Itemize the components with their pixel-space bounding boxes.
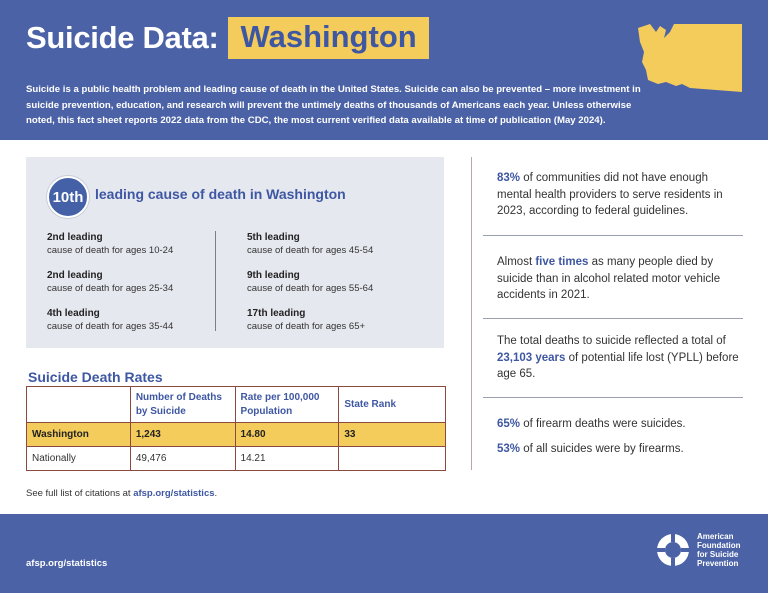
stat-highlight: 53% — [497, 443, 521, 455]
lead-item-title: 5th leading — [247, 232, 300, 243]
stat-five-times: Almost five times as many people died by… — [497, 254, 745, 304]
rates-table: Number of Deaths by Suicide Rate per 100… — [26, 386, 446, 471]
rank-badge: 10th — [47, 176, 89, 218]
lead-item-sub: cause of death for ages 10-24 — [47, 245, 174, 256]
footer-banner: afsp.org/statistics American Foundation … — [0, 514, 768, 593]
stat-firearm-deaths: 65% of firearm deaths were suicides. — [497, 416, 745, 433]
lead-item-sub: cause of death for ages 55-64 — [247, 283, 374, 294]
citation-note: See full list of citations at afsp.org/s… — [26, 488, 217, 499]
table-cell: Washington — [26, 422, 131, 447]
stat-text: of firearm deaths were suicides. — [520, 418, 686, 430]
stat-divider — [483, 397, 743, 398]
table-cell: 33 — [338, 422, 446, 447]
leading-cause-box: 10th leading cause of death in Washingto… — [26, 157, 444, 348]
intro-paragraph: Suicide is a public health problem and l… — [26, 84, 641, 126]
stat-highlight: 65% — [497, 418, 521, 430]
logo-line: Foundation — [697, 541, 741, 550]
table-cell — [338, 446, 446, 471]
title-state: Washington — [228, 17, 429, 59]
logo-line: Prevention — [697, 559, 739, 568]
stat-highlight: 23,103 years — [497, 351, 566, 364]
stat-text: of potential life lost (YPLL) before age… — [497, 351, 739, 381]
column-header — [26, 386, 131, 423]
table-cell: 49,476 — [129, 446, 236, 471]
citation-prefix: See full list of citations at — [26, 488, 134, 499]
lead-item-ages-45-54: 5th leading cause of death for ages 45-5… — [247, 231, 422, 257]
table-cell: 1,243 — [129, 422, 236, 447]
stat-ypll: The total deaths to suicide reflected a … — [497, 333, 745, 383]
column-divider — [215, 231, 216, 331]
lead-item-title: 2nd leading — [47, 232, 103, 243]
vertical-divider — [471, 157, 472, 470]
rates-section-title: Suicide Death Rates — [28, 369, 163, 385]
stat-text: as many people died by suicide than in a… — [497, 256, 721, 301]
logo-line: for Suicide — [697, 550, 739, 559]
lead-item-title: 17th leading — [247, 308, 306, 319]
lead-item-sub: cause of death for ages 35-44 — [47, 321, 174, 332]
column-header: Rate per 100,000 Population — [234, 386, 340, 423]
rank-heading: leading cause of death in Washington — [95, 186, 346, 202]
lead-item-sub: cause of death for ages 45-54 — [247, 245, 374, 256]
stat-divider — [483, 318, 743, 319]
lead-item-ages-35-44: 4th leading cause of death for ages 35-4… — [47, 307, 222, 333]
afsp-lifesaver-logo-icon — [657, 534, 689, 566]
lead-item-sub: cause of death for ages 25-34 — [47, 283, 174, 294]
lead-item-ages-65-plus: 17th leading cause of death for ages 65+ — [247, 307, 422, 333]
lead-item-title: 4th leading — [47, 308, 100, 319]
column-header: State Rank — [338, 386, 446, 423]
stat-text: Almost — [497, 256, 536, 268]
logo-text: American Foundation for Suicide Preventi… — [697, 532, 757, 568]
citation-link[interactable]: afsp.org/statistics — [133, 488, 215, 499]
citation-suffix: . — [214, 488, 218, 499]
stat-text: of communities did not have enough menta… — [497, 172, 723, 217]
lead-item-ages-55-64: 9th leading cause of death for ages 55-6… — [247, 269, 422, 295]
stat-providers: 83% of communities did not have enough m… — [497, 170, 745, 220]
stat-text: The total deaths to suicide reflected a … — [497, 335, 726, 347]
lead-item-ages-10-24: 2nd leading cause of death for ages 10-2… — [47, 231, 222, 257]
lead-item-sub: cause of death for ages 65+ — [247, 321, 366, 332]
washington-state-map-icon — [638, 24, 742, 92]
title-prefix: Suicide Data: — [26, 20, 219, 55]
stat-highlight: 83% — [497, 172, 521, 184]
stat-highlight: five times — [535, 256, 589, 268]
table-header-row: Number of Deaths by Suicide Rate per 100… — [26, 386, 446, 423]
footer-url-link[interactable]: afsp.org/statistics — [26, 558, 108, 569]
table-row-washington: Washington 1,243 14.80 33 — [26, 422, 446, 447]
table-cell: 14.80 — [234, 422, 340, 447]
column-header: Number of Deaths by Suicide — [129, 386, 236, 423]
table-cell: 14.21 — [234, 446, 340, 471]
lead-item-title: 9th leading — [247, 270, 300, 281]
table-row-nationally: Nationally 49,476 14.21 — [26, 446, 446, 471]
table-cell: Nationally — [26, 446, 131, 471]
stat-text: of all suicides were by firearms. — [520, 443, 684, 455]
lead-item-ages-25-34: 2nd leading cause of death for ages 25-3… — [47, 269, 222, 295]
logo-line: American — [697, 532, 734, 541]
header-banner: Suicide Data: Washington Suicide is a pu… — [0, 0, 768, 140]
stat-firearm-suicides: 53% of all suicides were by firearms. — [497, 441, 745, 458]
lead-item-title: 2nd leading — [47, 270, 103, 281]
page-title: Suicide Data: Washington — [26, 17, 429, 59]
stat-divider — [483, 235, 743, 236]
afsp-logo: American Foundation for Suicide Preventi… — [655, 532, 757, 568]
